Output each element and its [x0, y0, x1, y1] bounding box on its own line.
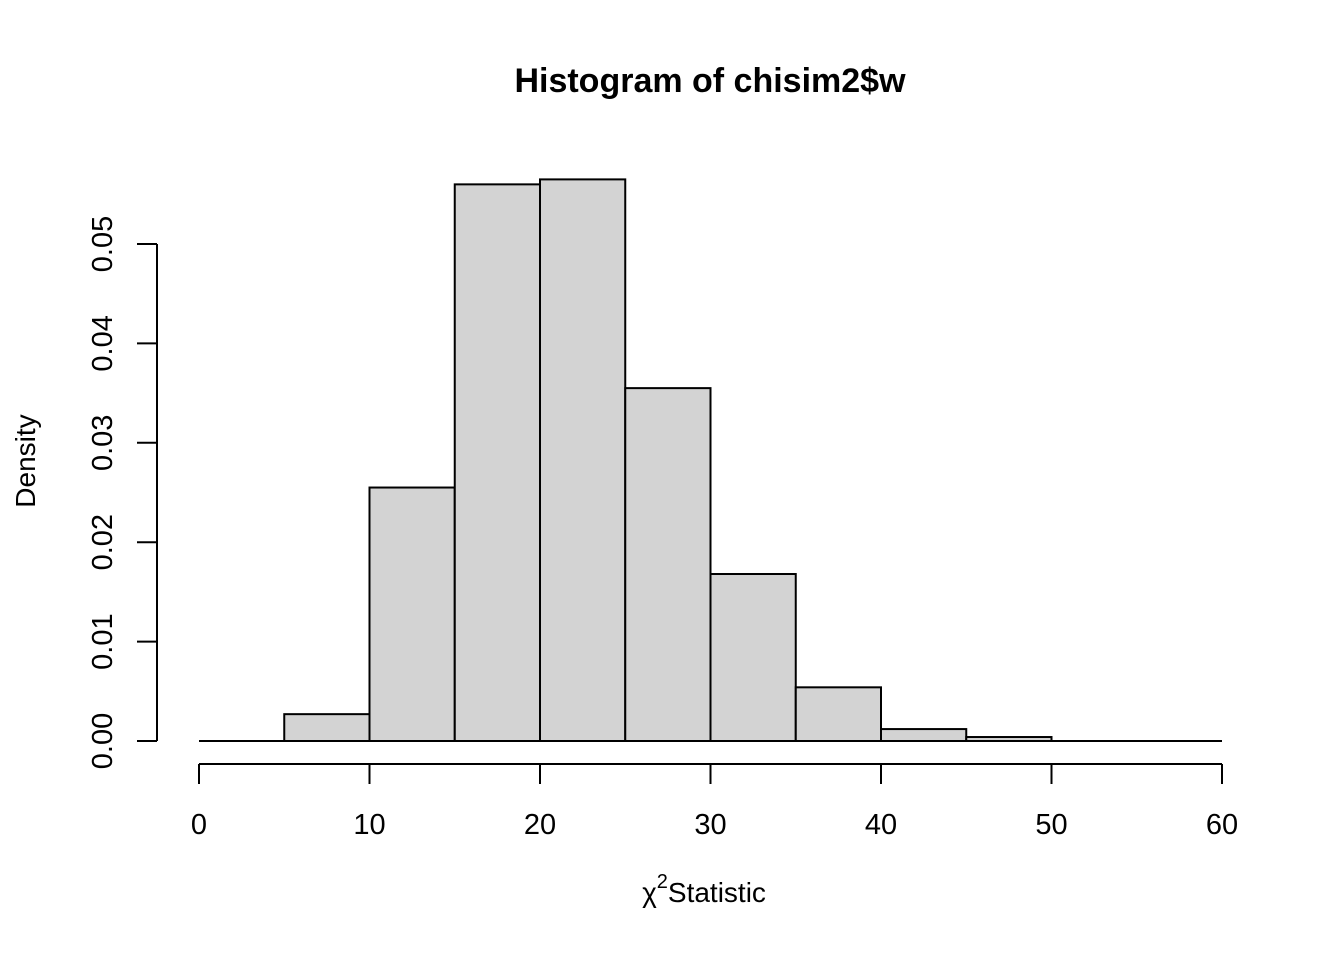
y-axis: 0.00 0.01 0.02 0.03 0.04 0.05	[87, 216, 158, 769]
x-tick-label: 10	[353, 809, 385, 841]
y-tick-label: 0.05	[87, 216, 119, 272]
x-tick-label: 30	[694, 809, 726, 841]
histogram-bar-15-20	[453, 183, 541, 743]
bars-group	[283, 178, 1053, 743]
y-tick-label: 0.01	[87, 613, 119, 669]
y-tick-label: 0.02	[87, 514, 119, 570]
histogram-bar-25-30	[624, 387, 712, 742]
histogram-bar-35-40	[794, 686, 882, 742]
x-tick-label: 0	[191, 809, 207, 841]
histogram-bar-30-35	[709, 573, 797, 742]
histogram-bar-10-15	[368, 486, 456, 742]
x-tick-label: 40	[865, 809, 897, 841]
x-axis-label-text: Statistic	[668, 877, 766, 908]
histogram-bar-40-45	[880, 728, 968, 743]
x-tick-label: 20	[524, 809, 556, 841]
y-tick-label: 0.04	[87, 315, 119, 371]
x-axis-label: χ2Statistic	[642, 871, 766, 908]
x-axis-label-superscript: 2	[657, 871, 668, 893]
x-axis-label-symbol: χ	[642, 877, 657, 908]
chart-title: Histogram of chisim2$w	[514, 62, 906, 100]
histogram-bar-5-10	[283, 713, 371, 742]
y-axis-label: Density	[10, 414, 41, 507]
histogram-bar-20-25	[539, 178, 627, 742]
x-axis: 0 10 20 30 40 50 60	[191, 763, 1238, 841]
x-tick-label: 60	[1206, 809, 1238, 841]
y-tick-label: 0.00	[87, 713, 119, 769]
x-tick-label: 50	[1035, 809, 1067, 841]
y-tick-label: 0.03	[87, 415, 119, 471]
